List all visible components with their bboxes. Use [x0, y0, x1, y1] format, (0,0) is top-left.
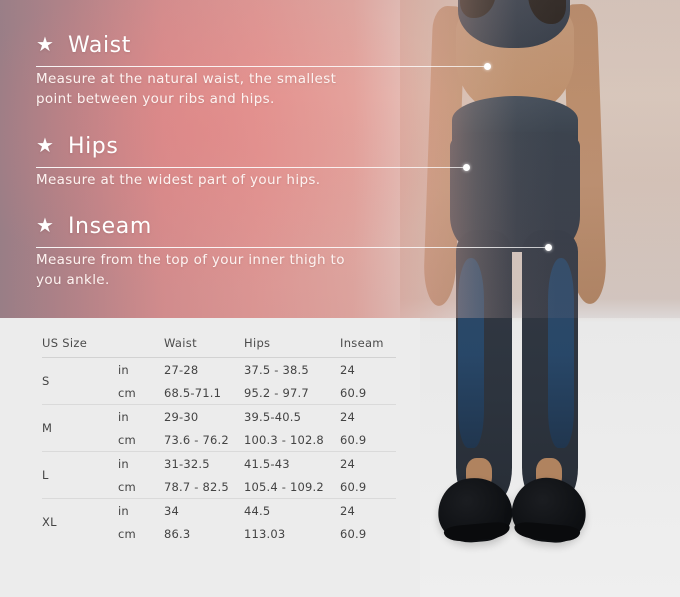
header-row: US Size Waist Hips Inseam — [42, 330, 396, 358]
waist-pointer-line — [36, 66, 487, 67]
m-inseam-in: 24 — [340, 404, 396, 428]
unit-in: in — [118, 362, 129, 377]
table-row: XL in 34 44.5 24 — [42, 498, 396, 545]
xl-waist-cm: 86.3 — [164, 526, 191, 541]
size-table-header: US Size Waist Hips Inseam — [42, 330, 396, 358]
measurement-sections: ★ Waist Measure at the natural waist, th… — [36, 30, 366, 290]
inseam-pointer-line — [36, 247, 548, 248]
l-inseam-cm: 60.9 — [340, 479, 367, 494]
measurement-section-waist: ★ Waist Measure at the natural waist, th… — [36, 30, 366, 109]
size-table-panel: US Size Waist Hips Inseam S in 27-28 37.… — [0, 318, 420, 597]
header-inseam: Inseam — [340, 330, 396, 358]
size-table: US Size Waist Hips Inseam S in 27-28 37.… — [42, 330, 396, 545]
waist-title: Waist — [67, 32, 131, 58]
table-row: cm 78.7 - 82.5 105.4 - 109.2 60.9 — [42, 475, 396, 499]
size-label-s: S — [42, 374, 50, 388]
s-waist-in: 27-28 — [164, 362, 199, 377]
gradient-overlay — [0, 0, 680, 318]
header-hips: Hips — [244, 330, 340, 358]
waist-pointer-dot — [484, 63, 491, 70]
unit-in: in — [118, 404, 164, 428]
waist-description: Measure at the natural waist, the smalle… — [36, 71, 337, 107]
unit-cm: cm — [118, 385, 136, 400]
m-waist-in: 29-30 — [164, 404, 244, 428]
star-icon: ★ — [36, 34, 54, 56]
inseam-heading-row: ★ Inseam — [36, 211, 366, 241]
inseam-pointer-dot — [545, 244, 552, 251]
l-hips-cm: 105.4 - 109.2 — [244, 479, 324, 494]
table-row: cm 68.5-71.1 95.2 - 97.7 60.9 — [42, 381, 396, 405]
hips-pointer-dot — [463, 164, 470, 171]
table-row: L in 31-32.5 41.5-43 24 — [42, 451, 396, 499]
unit-in: in — [118, 451, 164, 475]
xl-waist-in: 34 — [164, 498, 244, 522]
hips-description: Measure at the widest part of your hips. — [36, 172, 321, 188]
m-hips-cm: 100.3 - 102.8 — [244, 432, 324, 447]
size-label-m: M — [42, 404, 118, 452]
unit-cm: cm — [118, 526, 136, 541]
star-icon: ★ — [36, 135, 54, 157]
star-icon: ★ — [36, 215, 54, 237]
unit-cm: cm — [118, 432, 136, 447]
s-inseam-in: 24 — [340, 362, 356, 377]
m-inseam-cm: 60.9 — [340, 432, 367, 447]
size-label-l: L — [42, 451, 118, 499]
xl-inseam-in: 24 — [340, 498, 396, 522]
s-inseam-cm: 60.9 — [340, 385, 367, 400]
table-row: S in 27-28 37.5 - 38.5 24 — [42, 358, 396, 389]
hips-heading-row: ★ Hips — [36, 131, 320, 161]
unit-in: in — [118, 498, 164, 522]
header-us-size: US Size — [42, 330, 118, 358]
inseam-title: Inseam — [67, 213, 152, 239]
xl-hips-cm: 113.03 — [244, 526, 286, 541]
xl-inseam-cm: 60.9 — [340, 526, 367, 541]
m-waist-cm: 73.6 - 76.2 — [164, 432, 229, 447]
measurement-section-hips: ★ Hips Measure at the widest part of you… — [36, 131, 320, 190]
size-label-xl: XL — [42, 498, 118, 545]
inseam-description: Measure from the top of your inner thigh… — [36, 252, 345, 288]
s-hips-cm: 95.2 - 97.7 — [244, 385, 309, 400]
s-waist-cm: 68.5-71.1 — [164, 385, 222, 400]
measurement-section-inseam: ★ Inseam Measure from the top of your in… — [36, 211, 366, 290]
s-hips-in: 37.5 - 38.5 — [244, 362, 309, 377]
unit-cm: cm — [118, 479, 136, 494]
hips-title: Hips — [67, 133, 119, 159]
header-unit — [118, 330, 164, 358]
size-table-body: S in 27-28 37.5 - 38.5 24 cm 68.5-71.1 9… — [42, 358, 396, 545]
l-waist-cm: 78.7 - 82.5 — [164, 479, 229, 494]
m-hips-in: 39.5-40.5 — [244, 404, 340, 428]
l-waist-in: 31-32.5 — [164, 451, 244, 475]
l-inseam-in: 24 — [340, 451, 396, 475]
table-row: cm 73.6 - 76.2 100.3 - 102.8 60.9 — [42, 428, 396, 452]
hips-pointer-line — [36, 167, 466, 168]
table-row: M in 29-30 39.5-40.5 24 — [42, 404, 396, 452]
waist-heading-row: ★ Waist — [36, 30, 366, 60]
l-hips-in: 41.5-43 — [244, 451, 340, 475]
header-waist: Waist — [164, 330, 244, 358]
xl-hips-in: 44.5 — [244, 498, 340, 522]
table-row: cm 86.3 113.03 60.9 — [42, 522, 396, 545]
